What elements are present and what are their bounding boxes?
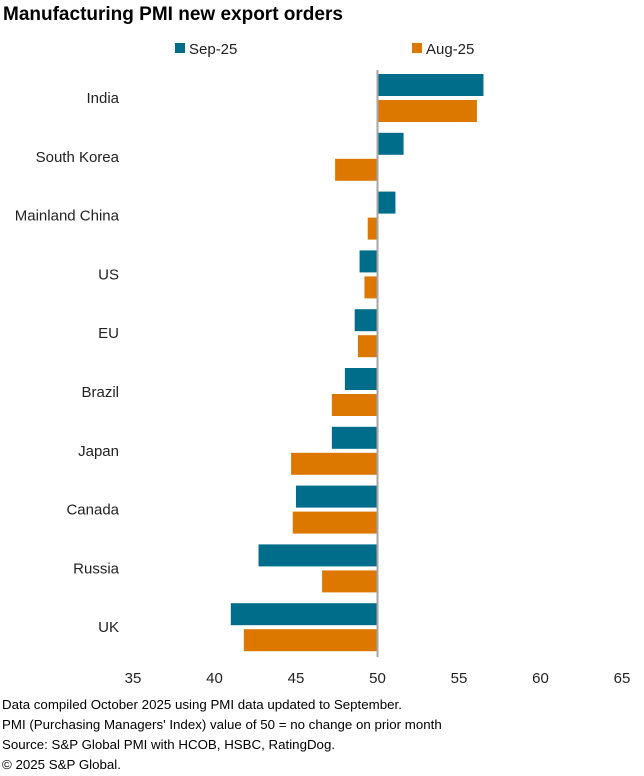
bar-sep-25: [296, 485, 378, 508]
x-tick-label: 45: [288, 670, 305, 687]
bar-aug-25: [367, 217, 378, 240]
bar-aug-25: [292, 511, 378, 534]
category-label: South Korea: [36, 149, 120, 166]
legend-swatch: [412, 43, 422, 53]
chart-notes: Data compiled October 2025 using PMI dat…: [2, 695, 442, 775]
category-label: Russia: [73, 560, 120, 577]
bar-aug-25: [331, 394, 378, 416]
category-label: Brazil: [81, 384, 119, 401]
note-line: Data compiled October 2025 using PMI dat…: [2, 697, 402, 712]
bar-sep-25: [331, 426, 378, 449]
category-label: Mainland China: [15, 208, 120, 225]
bar-aug-25: [322, 570, 378, 593]
note-line: PMI (Purchasing Managers' Index) value o…: [2, 717, 442, 732]
category-label: US: [98, 266, 119, 283]
bar-sep-25: [354, 309, 378, 332]
bar-sep-25: [377, 191, 396, 214]
category-label: India: [86, 90, 119, 107]
bar-sep-25: [230, 603, 378, 626]
bar-sep-25: [377, 132, 404, 155]
legend-label: Sep-25: [189, 41, 237, 58]
category-label: EU: [98, 325, 119, 342]
category-label: UK: [98, 619, 119, 636]
bar-aug-25: [377, 100, 477, 122]
x-tick-label: 60: [532, 670, 549, 687]
bar-aug-25: [335, 158, 378, 181]
note-line: © 2025 S&P Global.: [2, 757, 121, 772]
category-label: Canada: [66, 502, 119, 519]
x-tick-label: 35: [125, 670, 142, 687]
legend-swatch: [175, 43, 185, 53]
x-tick-label: 40: [206, 670, 223, 687]
bar-aug-25: [243, 629, 378, 652]
chart-title: Manufacturing PMI new export orders: [3, 4, 343, 25]
note-line: Source: S&P Global PMI with HCOB, HSBC, …: [2, 737, 336, 752]
bar-sep-25: [258, 544, 378, 567]
x-tick-label: 55: [451, 670, 468, 687]
legend-label: Aug-25: [426, 41, 474, 58]
x-tick-label: 50: [369, 670, 386, 687]
bar-sep-25: [377, 74, 484, 96]
bar-sep-25: [344, 368, 378, 390]
bar-aug-25: [357, 335, 378, 358]
bar-aug-25: [364, 276, 378, 299]
bar-sep-25: [359, 250, 378, 273]
bar-aug-25: [291, 452, 378, 475]
x-tick-label: 65: [614, 670, 631, 687]
category-label: Japan: [78, 443, 119, 460]
